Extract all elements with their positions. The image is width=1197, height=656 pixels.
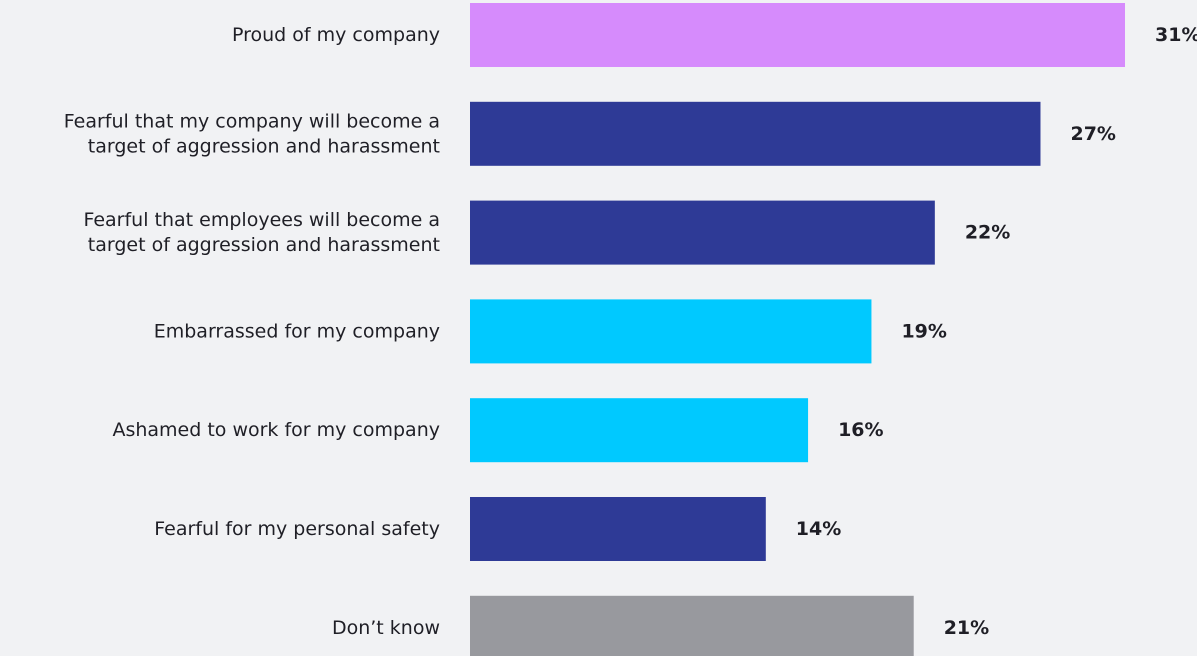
value-label: 27% [1070,123,1115,145]
value-labels-group: 31% 27% 22% 19% 16% 14% 21% [796,24,1197,639]
category-label: Fearful that my company will become a [64,110,440,132]
bars-group [470,3,1125,656]
category-label: Fearful that employees will become a [83,209,440,231]
category-label: Fearful for my personal safety [154,518,440,540]
bar [470,3,1125,67]
category-label: Don’t know [332,617,440,639]
category-label: target of aggression and harassment [88,234,440,256]
bar [470,398,809,463]
bar [470,299,872,364]
category-label: Ashamed to work for my company [112,419,440,441]
value-label: 22% [965,222,1010,244]
bar [470,497,766,561]
value-label: 19% [901,320,946,342]
value-label: 31% [1155,24,1197,46]
category-labels-group: Proud of my company Fearful that my compa… [64,24,440,639]
category-label: target of aggression and harassment [88,135,440,157]
value-label: 21% [944,617,989,639]
bar [470,595,914,656]
value-label: 16% [838,419,883,441]
category-label: Embarrassed for my company [154,320,440,342]
value-label: 14% [796,518,841,540]
bar [470,101,1041,166]
category-label: Proud of my company [232,24,440,46]
bar [470,200,935,265]
